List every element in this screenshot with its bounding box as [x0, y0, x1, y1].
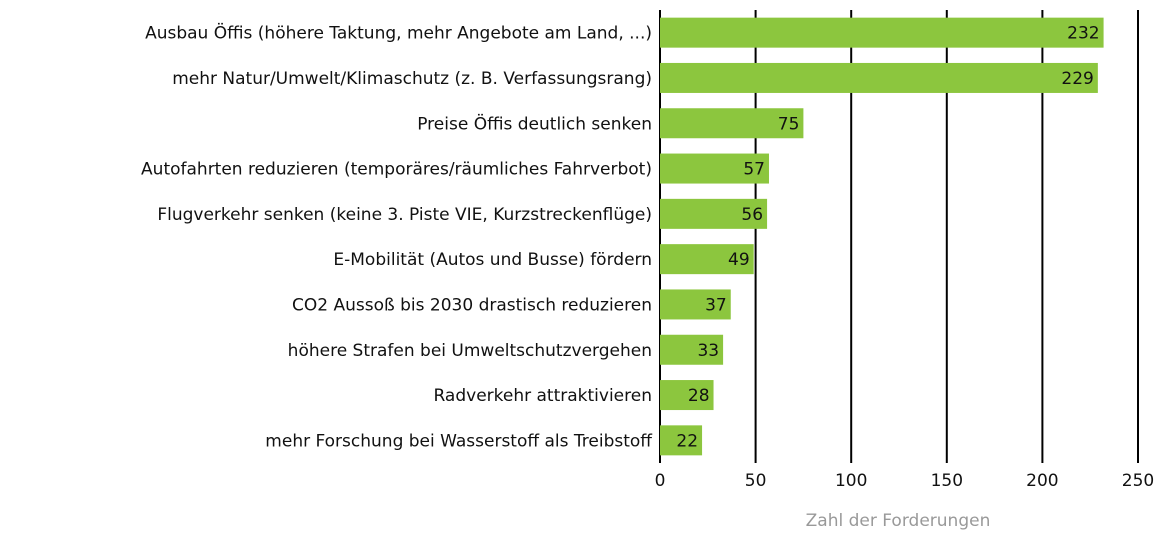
y-tick-label: mehr Natur/Umwelt/Klimaschutz (z. B. Ver…	[172, 69, 652, 89]
x-axis-label: Zahl der Forderungen	[806, 511, 991, 531]
value-label: 232	[1067, 24, 1099, 44]
value-label: 37	[705, 295, 727, 315]
value-label: 57	[743, 160, 765, 180]
y-tick-label: E-Mobilität (Autos und Busse) fördern	[333, 250, 652, 270]
bar	[660, 380, 714, 411]
bar	[660, 108, 804, 139]
y-tick-label: CO2 Aussoß bis 2030 drastisch reduzieren	[292, 295, 652, 315]
y-tick-label: Preise Öffis deutlich senken	[417, 112, 652, 134]
x-tick-label: 0	[655, 471, 666, 491]
bar	[660, 153, 769, 184]
y-tick-label: mehr Forschung bei Wasserstoff als Treib…	[265, 431, 653, 451]
value-label: 75	[778, 114, 800, 134]
bar	[660, 198, 768, 229]
y-tick-label: Flugverkehr senken (keine 3. Piste VIE, …	[157, 205, 652, 225]
y-tick-label: höhere Strafen bei Umweltschutzvergehen	[288, 341, 652, 361]
value-label: 49	[728, 250, 750, 270]
bar	[660, 62, 1098, 93]
x-tick-label: 200	[1026, 471, 1058, 491]
bar	[660, 289, 731, 320]
bar	[660, 244, 754, 275]
value-label: 229	[1061, 69, 1093, 89]
bar	[660, 425, 703, 456]
x-tick-label: 50	[745, 471, 767, 491]
y-tick-label: Radverkehr attraktivieren	[433, 386, 652, 406]
x-tick-label: 150	[931, 471, 963, 491]
y-tick-label: Ausbau Öffis (höhere Taktung, mehr Angeb…	[145, 22, 652, 44]
y-tick-label: Autofahrten reduzieren (temporäres/räuml…	[141, 160, 652, 180]
value-label: 56	[741, 205, 763, 225]
value-label: 33	[697, 341, 719, 361]
x-tick-label: 250	[1122, 471, 1154, 491]
value-label: 22	[676, 431, 698, 451]
x-tick-label: 100	[835, 471, 867, 491]
bar	[660, 334, 724, 365]
bar	[660, 17, 1104, 48]
value-label: 28	[688, 386, 710, 406]
